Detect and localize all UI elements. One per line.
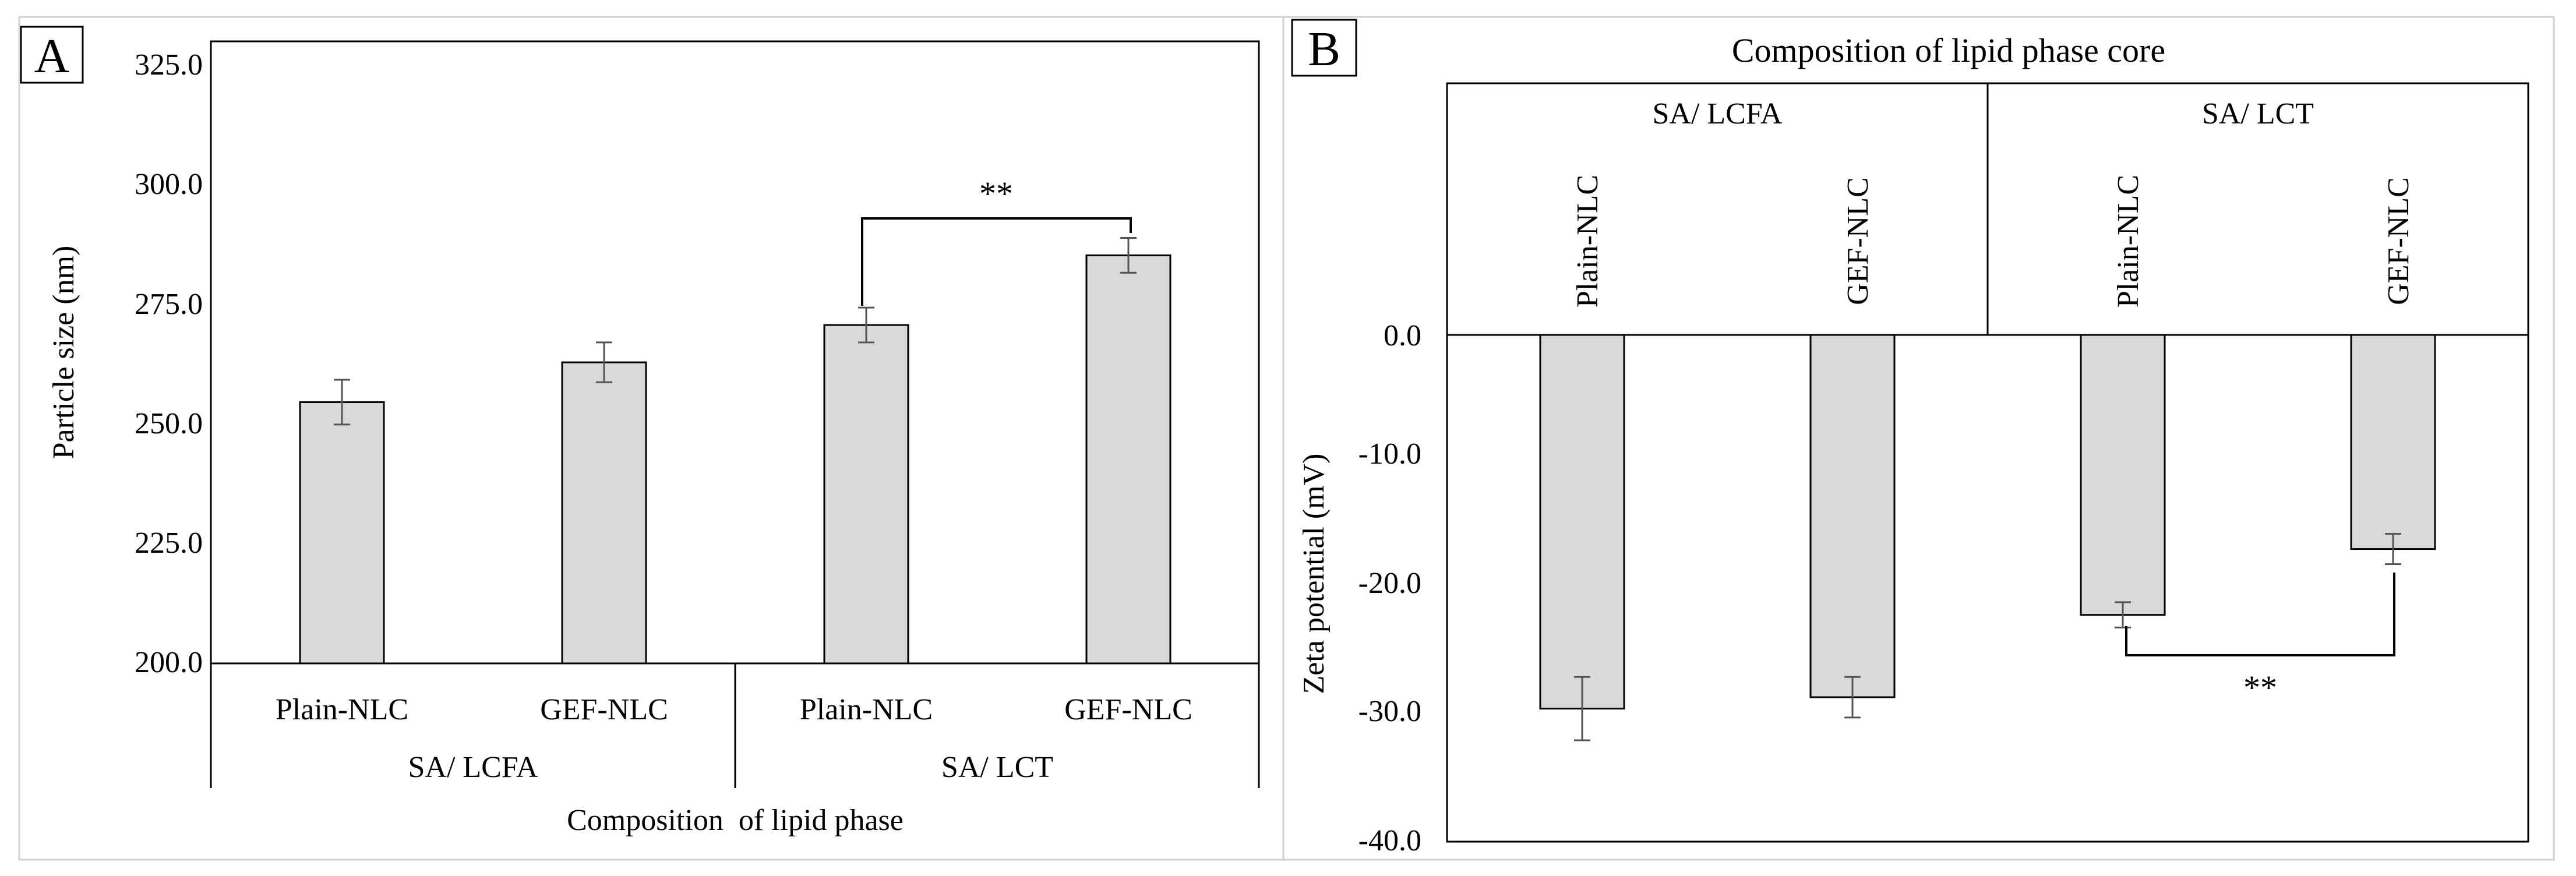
panel-b-error-bar bbox=[2385, 532, 2401, 566]
panel-a-category-label: GEF-NLC bbox=[1064, 693, 1192, 726]
panel-a-x-axis-label: Composition of lipid phase bbox=[567, 804, 904, 837]
panel-b-bar bbox=[1539, 334, 1625, 710]
panel-a-group-label: SA/ LCFA bbox=[408, 751, 538, 784]
panel-b-title: Composition of lipid phase core bbox=[1732, 31, 2165, 69]
panel-a-bar bbox=[299, 401, 385, 665]
panel-b-category-label: Plain-NLC bbox=[2112, 175, 2145, 308]
panel-a-y-tick: 225.0 bbox=[135, 527, 203, 560]
panel-b-y-tick: -10.0 bbox=[1358, 437, 1421, 471]
panel-b-significance-bracket bbox=[2125, 573, 2395, 656]
panel-a-error-bar bbox=[334, 379, 350, 426]
panel-a-bar bbox=[561, 361, 647, 665]
panel-b-category-label: GEF-NLC bbox=[2382, 177, 2415, 305]
panel-b-category-label: GEF-NLC bbox=[1841, 177, 1875, 305]
panel-b-bar bbox=[2080, 334, 2166, 616]
panel-b-error-bar bbox=[2115, 601, 2131, 628]
panel-b-error-bar bbox=[1844, 676, 1861, 719]
panel-b-y-axis-label: Zeta potential (mV) bbox=[1297, 454, 1331, 694]
panel-b-significance-label: ** bbox=[2243, 669, 2277, 707]
panel-a-group-label: SA/ LCT bbox=[941, 751, 1053, 784]
panel-a-y-tick: 200.0 bbox=[135, 646, 203, 679]
panel-a-label: A bbox=[34, 29, 70, 83]
panel-a-label-box bbox=[20, 26, 84, 84]
panel-a-y-ticks: 200.0 225.0 250.0 275.0 300.0 325.0 bbox=[135, 48, 203, 679]
panel-a: A 200.0 225.0 250.0 275.0 300.0 325.0 Pa… bbox=[20, 26, 1260, 837]
panel-a-error-bar bbox=[858, 306, 874, 344]
panel-a-significance-bracket bbox=[861, 217, 1132, 306]
panel-b-category-label: Plain-NLC bbox=[1571, 175, 1604, 308]
panel-a-significance-label: ** bbox=[979, 175, 1013, 213]
panel-b-bars bbox=[1539, 334, 2436, 710]
panel-a-category-label: Plain-NLC bbox=[800, 693, 933, 726]
panel-a-category-table-lines bbox=[210, 663, 1260, 788]
panel-b-y-tick: -40.0 bbox=[1358, 824, 1421, 857]
panel-a-y-tick: 275.0 bbox=[135, 288, 203, 321]
panel-a-y-tick: 325.0 bbox=[135, 48, 203, 82]
panel-b-label-box bbox=[1291, 19, 1357, 77]
panel-a-category-label: Plain-NLC bbox=[276, 693, 408, 726]
panel-b-y-tick: -30.0 bbox=[1358, 695, 1421, 728]
panel-a-error-bars bbox=[334, 236, 1137, 426]
panel-b-bar bbox=[2350, 334, 2436, 550]
panel-a-y-tick: 250.0 bbox=[135, 407, 203, 440]
panel-a-category-label: GEF-NLC bbox=[540, 693, 668, 726]
panel-b-y-tick: -20.0 bbox=[1358, 567, 1421, 600]
panel-b: B Composition of lipid phase core SA/ LC… bbox=[1291, 19, 2529, 857]
panel-b-y-ticks: -40.0 -30.0 -20.0 -10.0 0.0 bbox=[1358, 319, 1421, 857]
panel-b-group-label: SA/ LCT bbox=[2202, 97, 2314, 130]
panel-a-frame bbox=[18, 16, 1285, 861]
panel-a-error-bar bbox=[1120, 236, 1137, 274]
panel-b-group-label: SA/ LCFA bbox=[1653, 97, 1783, 130]
panel-b-frame bbox=[1282, 16, 2555, 861]
panel-a-y-axis-label: Particle size (nm) bbox=[47, 246, 80, 460]
panel-a-error-bar bbox=[596, 341, 612, 383]
panel-b-label: B bbox=[1308, 22, 1340, 76]
panel-a-bar bbox=[1085, 254, 1171, 665]
panel-a-bar bbox=[823, 324, 909, 665]
panel-b-error-bars bbox=[1574, 532, 2401, 741]
panel-a-y-tick: 300.0 bbox=[135, 168, 203, 201]
panel-a-bars bbox=[299, 254, 1171, 665]
panel-b-error-bar bbox=[1574, 676, 1590, 741]
panel-b-y-tick: 0.0 bbox=[1384, 319, 1421, 352]
panel-b-bar bbox=[1809, 334, 1896, 698]
